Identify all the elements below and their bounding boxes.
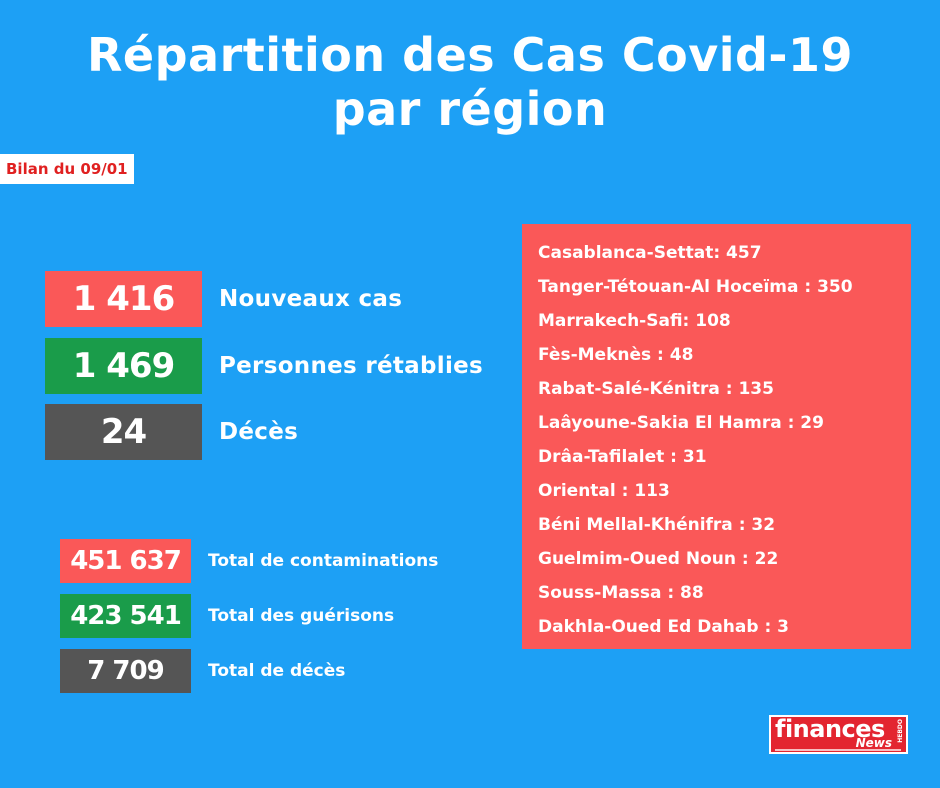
total-contaminations-value: 451 637	[60, 539, 191, 583]
new-cases-label: Nouveaux cas	[219, 286, 403, 312]
region-list: Casablanca-Settat: 457 Tanger-Tétouan-Al…	[522, 224, 911, 649]
recovered-value: 1 469	[45, 338, 202, 394]
region-item: Drâa-Tafilalet : 31	[538, 447, 707, 467]
region-item: Tanger-Tétouan-Al Hoceïma : 350	[538, 277, 853, 297]
total-recoveries-label: Total des guérisons	[208, 606, 395, 626]
title-line-1: Répartition des Cas Covid-19	[86, 28, 853, 82]
total-deaths-value: 7 709	[60, 649, 191, 693]
deaths-value: 24	[45, 404, 202, 460]
logo-main-text: finances	[775, 715, 885, 743]
new-cases-value: 1 416	[45, 271, 202, 327]
region-item: Dakhla-Oued Ed Dahab : 3	[538, 617, 790, 637]
deaths-label: Décès	[219, 419, 299, 445]
total-recoveries-value: 423 541	[60, 594, 191, 638]
finances-news-logo: finances News HEBDO	[769, 715, 908, 754]
region-item: Guelmim-Oued Noun : 22	[538, 549, 779, 569]
date-badge: Bilan du 09/01	[0, 154, 134, 184]
region-item: Marrakech-Safi: 108	[538, 311, 731, 331]
logo-side-text: HEBDO	[897, 719, 904, 743]
region-item: Rabat-Salé-Kénitra : 135	[538, 379, 774, 399]
page-title: Répartition des Cas Covid-19 par région	[0, 28, 940, 136]
logo-sub-text: News	[855, 736, 892, 750]
region-item: Souss-Massa : 88	[538, 583, 704, 603]
region-item: Laâyoune-Sakia El Hamra : 29	[538, 413, 824, 433]
region-item: Casablanca-Settat: 457	[538, 243, 762, 263]
recovered-label: Personnes rétablies	[219, 353, 484, 379]
region-item: Béni Mellal-Khénifra : 32	[538, 515, 776, 535]
region-item: Oriental : 113	[538, 481, 670, 501]
total-deaths-label: Total de décès	[208, 661, 346, 681]
total-contaminations-label: Total de contaminations	[208, 551, 439, 571]
region-item: Fès-Meknès : 48	[538, 345, 694, 365]
logo-tagline-bar	[775, 749, 901, 751]
title-line-2: par région	[332, 82, 608, 136]
